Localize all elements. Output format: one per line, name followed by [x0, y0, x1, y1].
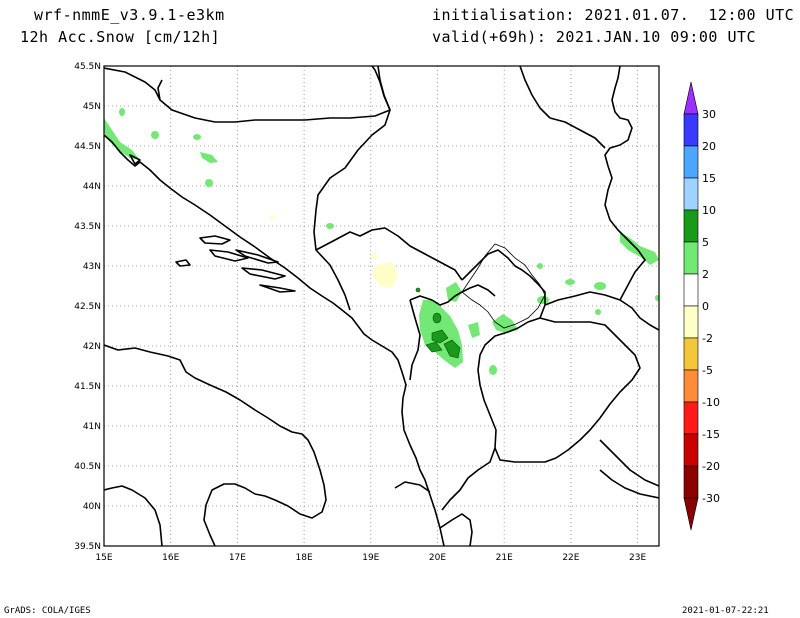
lat-label: 43N: [83, 262, 101, 272]
colorbar-bin: [683, 465, 699, 499]
lon-label: 21E: [496, 553, 513, 563]
lon-label: 23E: [629, 553, 646, 563]
lat-label: 39.5N: [74, 542, 101, 552]
lon-label: 20E: [429, 553, 446, 563]
latitude-labels: 45.5N 45N 44.5N 44N 43.5N 43N 42.5N 42N 41.5N 41N…: [74, 62, 101, 552]
lat-label: 41.5N: [74, 382, 101, 392]
colorbar-bin: [683, 209, 699, 243]
colorbar-label: 2: [702, 268, 709, 281]
colorbar-bin: [683, 273, 699, 307]
lat-label: 42.5N: [74, 302, 101, 312]
init-time: initialisation: 2021.01.07. 12:00 UTC: [432, 6, 795, 24]
lat-label: 40N: [83, 502, 101, 512]
colorbar-bin: [683, 337, 699, 371]
lat-label: 45N: [83, 102, 101, 112]
colorbar-bin: [683, 113, 699, 147]
lon-label: 17E: [229, 553, 246, 563]
colorbar-bin: [683, 177, 699, 211]
grads-credit: GrADS: COLA/IGES: [4, 606, 91, 616]
colorbar-label: -30: [702, 492, 720, 505]
colorbar-label: 30: [702, 108, 716, 121]
lon-label: 22E: [562, 553, 579, 563]
render-timestamp: 2021-01-07-22:21: [682, 606, 769, 616]
longitude-labels: 15E 16E 17E 18E 19E 20E 21E 22E 23E: [95, 553, 646, 563]
colorbar-label: -20: [702, 460, 720, 473]
lon-label: 18E: [296, 553, 313, 563]
colorbar-label: 0: [702, 300, 709, 313]
colorbar-label: 10: [702, 204, 716, 217]
lon-label: 15E: [95, 553, 112, 563]
colorbar-bin: [683, 241, 699, 275]
lat-label: 45.5N: [74, 62, 101, 72]
colorbar-label: -2: [702, 332, 713, 345]
model-title: wrf-nmmE_v3.9.1-e3km: [34, 6, 225, 24]
coastlines-borders: [104, 66, 659, 546]
colorbar-bin: [683, 401, 699, 435]
lon-label: 16E: [162, 553, 179, 563]
map-area[interactable]: [104, 66, 659, 546]
colorbar-label: 5: [702, 236, 709, 249]
field-title: 12h Acc.Snow [cm/12h]: [20, 28, 221, 46]
colorbar-label: -15: [702, 428, 720, 441]
lat-label: 44.5N: [74, 142, 101, 152]
kosovo-border: [461, 243, 546, 329]
lat-label: 40.5N: [74, 462, 101, 472]
valid-time: valid(+69h): 2021.JAN.10 09:00 UTC: [432, 28, 757, 46]
colorbar-label: 20: [702, 140, 716, 153]
colorbar-label: -5: [702, 364, 713, 377]
colorbar-label: 15: [702, 172, 716, 185]
colorbar-bin: [683, 145, 699, 179]
colorbar-bin: [683, 305, 699, 339]
lat-label: 43.5N: [74, 222, 101, 232]
snow-accumulation-areas: [104, 108, 659, 375]
map-frame: [103, 65, 660, 547]
colorbar-bottom-arrow: [683, 497, 699, 531]
colorbar-top-arrow: [683, 81, 699, 115]
lat-label: 44N: [83, 182, 101, 192]
lon-label: 19E: [362, 553, 379, 563]
lat-label: 41N: [83, 422, 101, 432]
colorbar-bin: [683, 369, 699, 403]
lat-label: 42N: [83, 342, 101, 352]
colorbar-bin: [683, 433, 699, 467]
colorbar-label: -10: [702, 396, 720, 409]
